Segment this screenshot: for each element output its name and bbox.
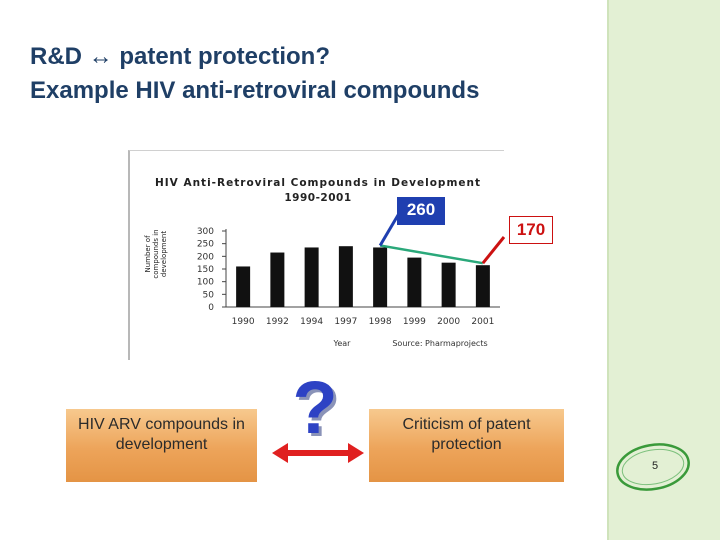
chart-image: HIV Anti-Retroviral Compounds in Develop…	[128, 150, 506, 360]
y-tick-label: 250	[197, 240, 214, 250]
x-tick-label: 1992	[266, 317, 289, 327]
y-tick-label: 200	[197, 252, 214, 262]
y-tick-label: 50	[203, 290, 215, 300]
y-tick-label: 150	[197, 265, 214, 275]
double-arrow-icon	[272, 443, 364, 463]
chart-subtitle: 1990-2001	[284, 192, 352, 204]
bar-1997	[338, 246, 353, 307]
chart-source-note: Source: Pharmaprojects	[392, 339, 487, 348]
x-tick-label: 1999	[403, 317, 426, 327]
peak-callout: 260	[397, 197, 445, 225]
x-tick-label: 1998	[369, 317, 392, 327]
x-tick-label: 1990	[232, 317, 255, 327]
bar-1992	[270, 252, 285, 307]
x-axis-label: Year	[333, 339, 352, 348]
x-tick-label: 2000	[437, 317, 460, 327]
bar-chart-plot: 300 250 200 150 100 50 0 1990 1992 1994 1997 1998 19…	[197, 204, 506, 348]
page-number: 5	[651, 460, 659, 472]
slide-title: R&D ↔ patent protection? Example HIV ant…	[30, 40, 600, 108]
x-tick-label: 2001	[471, 317, 494, 327]
trend-line	[379, 244, 484, 265]
bar-1994	[304, 247, 319, 307]
organization-logo-icon	[616, 443, 690, 491]
patent-criticism-box: Criticism of patent protection	[369, 409, 564, 482]
right-band-edge	[607, 0, 609, 540]
question-mark: ?	[292, 366, 338, 449]
arv-compounds-text: HIV ARV compounds in development	[78, 416, 245, 453]
x-tick-label: 1994	[300, 317, 323, 327]
latest-callout-pointer	[481, 236, 506, 265]
arv-compounds-box: HIV ARV compounds in development	[66, 409, 257, 482]
bar-1990	[236, 266, 251, 307]
patent-criticism-text: Criticism of patent protection	[402, 416, 531, 453]
latest-callout: 170	[509, 216, 553, 244]
y-tick-label: 0	[208, 303, 214, 313]
bar-2000	[441, 262, 456, 307]
bar-2001	[475, 265, 490, 307]
slide-title-line-2: Example HIV anti-retroviral compounds	[30, 77, 480, 104]
y-tick-label: 300	[197, 227, 214, 237]
x-tick-label: 1997	[334, 317, 357, 327]
y-tick-label: 100	[197, 278, 214, 288]
bar-1998	[373, 247, 388, 307]
slide-title-line-1: R&D ↔ patent protection?	[30, 43, 330, 70]
bar-1999	[407, 257, 422, 307]
chart-title: HIV Anti-Retroviral Compounds in Develop…	[154, 177, 481, 189]
